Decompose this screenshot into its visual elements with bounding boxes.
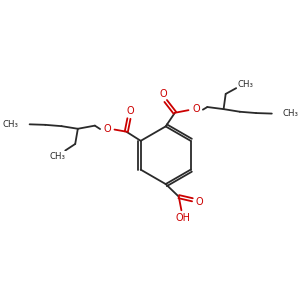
Text: CH₃: CH₃	[237, 80, 253, 89]
Text: CH₃: CH₃	[3, 120, 19, 129]
Text: O: O	[192, 104, 200, 114]
Text: CH₃: CH₃	[283, 109, 299, 118]
Text: OH: OH	[175, 213, 190, 223]
Text: O: O	[126, 106, 134, 116]
Text: CH₃: CH₃	[50, 152, 65, 161]
Text: O: O	[159, 89, 167, 99]
Text: O: O	[196, 197, 204, 207]
Text: O: O	[103, 124, 111, 134]
